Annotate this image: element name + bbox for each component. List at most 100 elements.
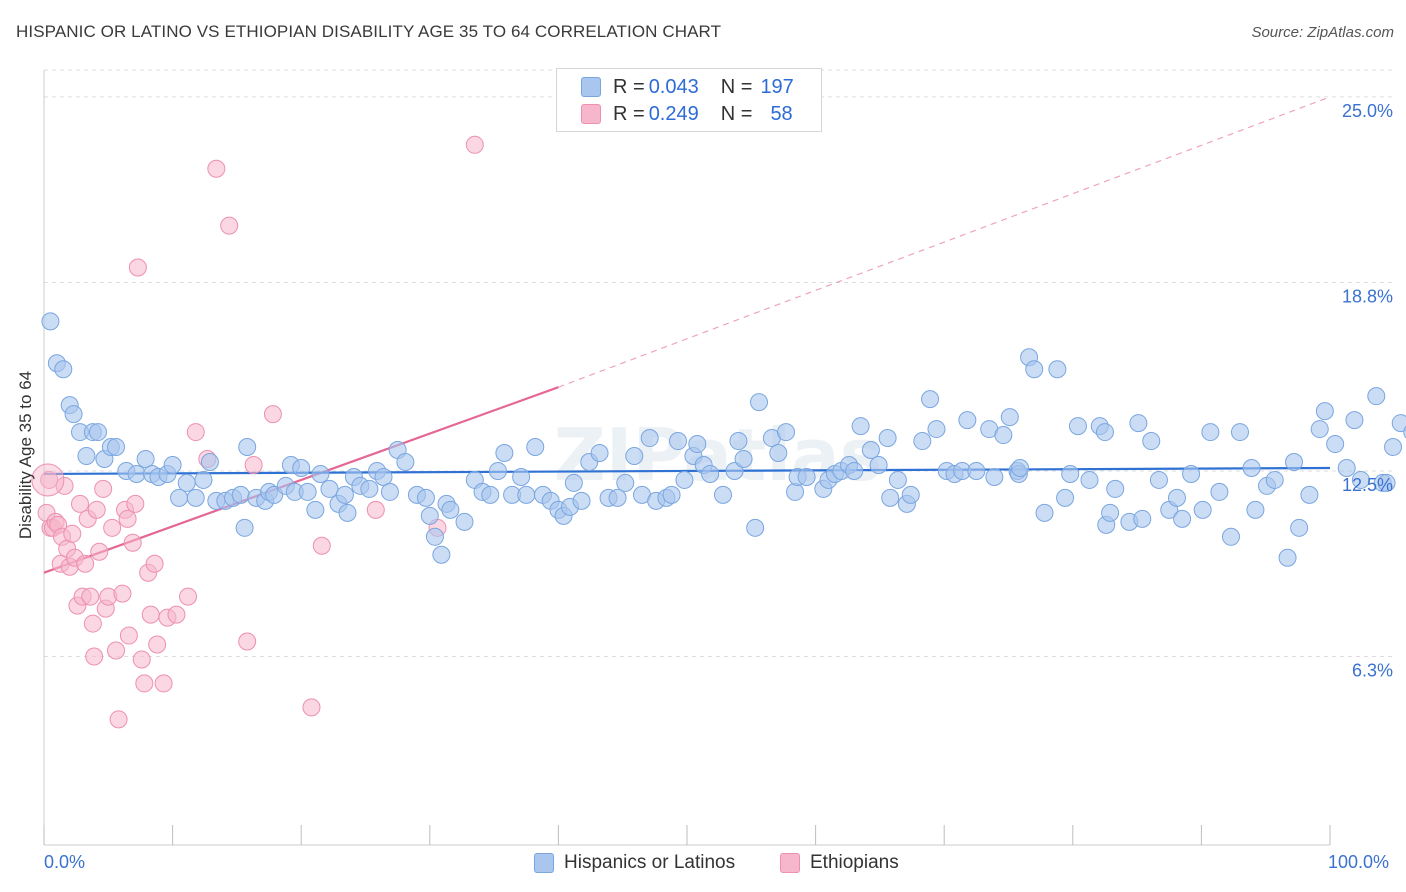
series-legend-ethiopian[interactable]: Ethiopians: [780, 852, 899, 874]
legend-swatch-pink: [581, 104, 601, 124]
ethiopian-point: [40, 470, 59, 489]
ethiopian-point: [135, 674, 154, 693]
hispanic-point: [729, 432, 748, 451]
hispanic-point: [1000, 408, 1019, 427]
hispanic-point: [901, 485, 920, 504]
hispanic-point: [725, 461, 744, 480]
hispanic-point: [1025, 360, 1044, 379]
hispanic-trend-line: [43, 466, 1331, 476]
hispanic-point: [77, 447, 96, 466]
ethiopian-point: [123, 533, 142, 552]
ethiopian-point: [312, 536, 331, 555]
ethiopian-point: [87, 500, 106, 519]
ethiopian-point: [128, 258, 147, 277]
hispanic-point: [1201, 423, 1220, 442]
hispanic-point: [374, 467, 393, 486]
hispanic-point: [107, 438, 126, 457]
hispanic-point: [425, 527, 444, 546]
hispanic-point: [1403, 425, 1406, 439]
hispanic-point: [625, 447, 644, 466]
ethiopian-point: [263, 405, 282, 424]
hispanic-point: [380, 482, 399, 501]
ethiopian-point: [141, 605, 160, 624]
legend-r-label: R =: [613, 75, 645, 98]
hispanic-point: [1284, 452, 1303, 471]
hispanic-point: [1167, 488, 1186, 507]
ethiopian-point: [103, 518, 122, 537]
hispanic-point: [1149, 470, 1168, 489]
hispanic-point: [163, 455, 182, 474]
ethiopian-point: [244, 455, 263, 474]
legend-n-value: 197: [760, 75, 794, 98]
hispanic-point: [1056, 488, 1075, 507]
ethiopian-point: [220, 216, 239, 235]
hispanic-point: [564, 473, 583, 492]
ethiopian-point: [238, 632, 257, 651]
legend-swatch-blue: [581, 77, 601, 97]
hispanic-point: [1048, 360, 1067, 379]
hispanic-point: [958, 411, 977, 430]
hispanic-point: [845, 461, 864, 480]
hispanic-point: [701, 464, 720, 483]
hispanic-point: [927, 420, 946, 439]
ethiopian-point: [113, 584, 132, 603]
hispanic-point: [455, 512, 474, 531]
series-legend-hispanic[interactable]: Hispanics or Latinos: [534, 852, 735, 874]
hispanic-point: [668, 432, 687, 451]
hispanic-point: [335, 485, 354, 504]
hispanic-point: [1242, 458, 1261, 477]
legend-r-value: 0.043: [648, 75, 699, 98]
series-name-ethiopian: Ethiopians: [810, 852, 899, 873]
hispanic-point: [1035, 503, 1054, 522]
hispanic-point: [1133, 509, 1152, 528]
hispanic-point: [231, 485, 250, 504]
ethiopian-point: [126, 494, 145, 513]
ethiopian-point: [90, 542, 109, 561]
hispanic-point: [985, 467, 1004, 486]
hispanic-point: [481, 485, 500, 504]
hispanic-point: [177, 473, 196, 492]
hispanic-point: [769, 444, 788, 463]
hispanic-point: [200, 452, 219, 471]
y-tick-label: 6.3%: [1352, 660, 1393, 680]
hispanic-point: [1210, 482, 1229, 501]
hispanic-point: [41, 312, 60, 331]
hispanic-point: [320, 479, 339, 498]
hispanic-point: [1384, 438, 1403, 457]
ethiopian-point: [186, 423, 205, 442]
y-tick-label: 25.0%: [1342, 101, 1393, 121]
hispanic-point: [495, 444, 514, 463]
hispanic-point: [338, 503, 357, 522]
hispanic-point: [750, 393, 769, 412]
hispanic-point: [360, 479, 379, 498]
hispanic-point: [746, 518, 765, 537]
series-swatch-pink: [780, 853, 800, 873]
y-axis-title: Disability Age 35 to 64: [16, 370, 35, 540]
hispanic-point: [888, 470, 907, 489]
hispanic-point: [861, 441, 880, 460]
hispanic-point: [994, 426, 1013, 445]
hispanic-point: [714, 485, 733, 504]
hispanic-point: [1351, 470, 1370, 489]
hispanic-point: [306, 500, 325, 519]
ethiopian-point: [109, 710, 128, 729]
hispanic-point: [851, 417, 870, 436]
hispanic-point: [1129, 414, 1148, 433]
hispanic-point: [488, 461, 507, 480]
correlation-legend: R = 0.043 N = 197 R = 0.249 N = 58: [556, 68, 822, 132]
hispanic-point: [517, 485, 536, 504]
ethiopian-point: [76, 554, 95, 573]
ethiopian-point: [179, 587, 198, 606]
series-swatch-blue: [534, 853, 554, 873]
hispanic-point: [1345, 411, 1364, 430]
hispanic-point: [688, 435, 707, 454]
x-tick-label-max: 100.0%: [1328, 852, 1390, 872]
hispanic-point: [1315, 402, 1334, 421]
hispanic-point: [1142, 432, 1161, 451]
ethiopian-point-large: [31, 463, 65, 497]
ethiopian-point: [118, 509, 137, 528]
legend-n-label: N =: [720, 75, 753, 98]
hispanic-point: [1106, 479, 1125, 498]
y-tick-label: 18.8%: [1342, 286, 1393, 306]
hispanic-point: [1337, 458, 1356, 477]
